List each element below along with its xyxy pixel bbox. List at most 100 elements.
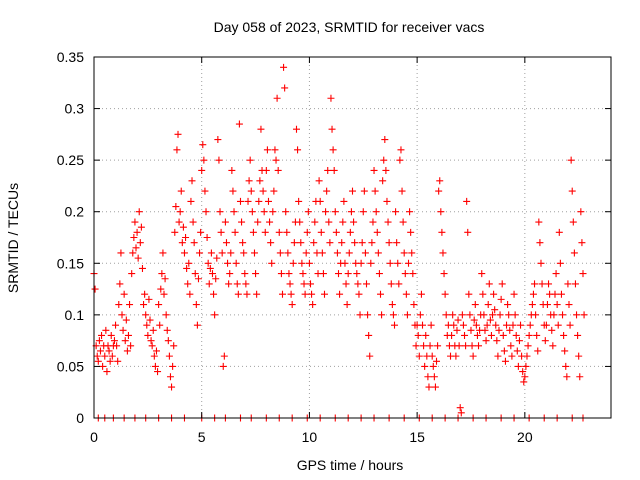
data-point bbox=[401, 270, 409, 278]
y-tick-label: 0.1 bbox=[65, 307, 85, 323]
data-point bbox=[285, 270, 293, 278]
data-point bbox=[575, 352, 583, 360]
data-point bbox=[571, 280, 579, 288]
data-point bbox=[537, 259, 545, 267]
data-point bbox=[361, 249, 369, 257]
data-point bbox=[226, 270, 234, 278]
data-point bbox=[145, 295, 153, 303]
data-point bbox=[148, 342, 156, 350]
data-point bbox=[387, 280, 395, 288]
data-point bbox=[235, 120, 243, 128]
data-point bbox=[129, 249, 137, 257]
data-point bbox=[574, 331, 582, 339]
data-point bbox=[187, 197, 195, 205]
data-point bbox=[274, 166, 282, 174]
data-point bbox=[255, 197, 263, 205]
data-point bbox=[354, 280, 362, 288]
data-point bbox=[528, 301, 536, 309]
data-point bbox=[393, 239, 401, 247]
data-point bbox=[521, 373, 529, 381]
data-point bbox=[555, 228, 563, 236]
data-point bbox=[323, 187, 331, 195]
data-point bbox=[93, 352, 101, 360]
data-point bbox=[465, 290, 473, 298]
data-point bbox=[425, 383, 433, 391]
data-point bbox=[199, 141, 207, 149]
data-point bbox=[533, 331, 541, 339]
data-point bbox=[192, 301, 200, 309]
data-point bbox=[275, 228, 283, 236]
data-point bbox=[236, 197, 244, 205]
data-point bbox=[531, 280, 539, 288]
data-point bbox=[137, 223, 145, 231]
data-point bbox=[134, 254, 142, 262]
data-point bbox=[515, 337, 523, 345]
data-point bbox=[95, 337, 103, 345]
data-point bbox=[500, 347, 508, 355]
data-point bbox=[131, 218, 139, 226]
data-point bbox=[114, 357, 122, 365]
data-point bbox=[433, 357, 441, 365]
data-point bbox=[455, 342, 463, 350]
x-axis-label: GPS time / hours bbox=[297, 457, 404, 473]
data-point bbox=[341, 259, 349, 267]
data-point bbox=[372, 208, 380, 216]
data-point bbox=[466, 311, 474, 319]
data-point bbox=[301, 290, 309, 298]
data-point bbox=[240, 249, 248, 257]
data-point bbox=[501, 357, 509, 365]
data-point bbox=[427, 321, 435, 329]
data-point bbox=[462, 342, 470, 350]
data-point bbox=[395, 280, 403, 288]
data-point bbox=[320, 290, 328, 298]
data-point bbox=[407, 228, 415, 236]
data-point bbox=[556, 259, 564, 267]
data-point bbox=[295, 197, 303, 205]
data-point bbox=[493, 337, 501, 345]
data-point bbox=[287, 290, 295, 298]
data-point bbox=[283, 228, 291, 236]
data-point bbox=[483, 321, 491, 329]
data-point bbox=[350, 218, 358, 226]
data-point bbox=[138, 264, 146, 272]
data-point bbox=[185, 259, 193, 267]
data-point bbox=[415, 352, 423, 360]
data-point bbox=[121, 337, 129, 345]
data-point bbox=[421, 362, 429, 370]
data-point bbox=[276, 249, 284, 257]
data-point bbox=[492, 321, 500, 329]
data-point bbox=[206, 264, 214, 272]
data-point bbox=[308, 290, 316, 298]
data-point bbox=[392, 208, 400, 216]
data-point bbox=[552, 270, 560, 278]
data-point bbox=[398, 187, 406, 195]
data-point bbox=[536, 239, 544, 247]
y-tick-labels: 0 0.05 0.1 0.15 0.2 0.25 0.3 0.35 bbox=[57, 49, 84, 426]
data-point bbox=[267, 239, 275, 247]
y-tick-label: 0 bbox=[76, 410, 84, 426]
data-point bbox=[577, 208, 585, 216]
data-point bbox=[573, 311, 581, 319]
data-point bbox=[228, 166, 236, 174]
data-point bbox=[388, 301, 396, 309]
data-point bbox=[383, 197, 391, 205]
data-point bbox=[535, 218, 543, 226]
data-point bbox=[437, 208, 445, 216]
data-point bbox=[249, 228, 257, 236]
data-point bbox=[368, 239, 376, 247]
data-point bbox=[196, 249, 204, 257]
data-point bbox=[156, 321, 164, 329]
data-point bbox=[503, 321, 511, 329]
data-point bbox=[217, 228, 225, 236]
data-point bbox=[179, 223, 187, 231]
data-point bbox=[221, 218, 229, 226]
data-point bbox=[261, 228, 269, 236]
data-point bbox=[381, 136, 389, 144]
data-point bbox=[310, 239, 318, 247]
data-point bbox=[491, 306, 499, 314]
data-point bbox=[553, 301, 561, 309]
data-point bbox=[486, 316, 494, 324]
data-point bbox=[147, 337, 155, 345]
data-point bbox=[171, 228, 179, 236]
x-tick-labels: 0 5 10 15 20 bbox=[90, 429, 533, 445]
